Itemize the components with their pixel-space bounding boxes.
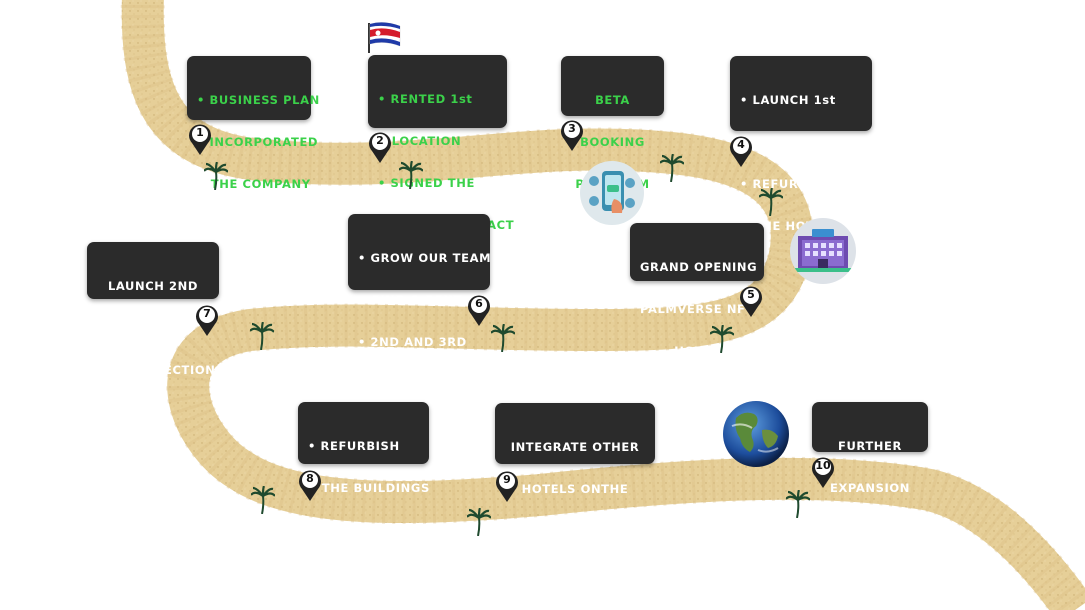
marker-2-number: 2 <box>376 134 384 147</box>
map-pin-icon: 10 <box>810 455 836 488</box>
milestone-5-line-3: HOTEL <box>674 344 720 358</box>
map-pin-icon: 6 <box>466 293 492 326</box>
milestone-6-box: • GROW OUR TEAM FIND & RENT • 2ND AND 3R… <box>348 214 492 391</box>
palm-tree-icon <box>251 486 275 514</box>
milestone-4-line-3: • REFURBISH <box>740 177 832 191</box>
marker-8-number: 8 <box>306 472 314 485</box>
map-pin-icon: 7 <box>194 303 220 336</box>
palm-tree-icon <box>786 490 810 518</box>
marker-5-number: 5 <box>747 288 755 301</box>
milestone-10-line-1: FURTHER <box>838 439 902 453</box>
palm-tree-icon <box>660 154 684 182</box>
milestone-7-line-1: LAUNCH 2ND <box>107 279 199 293</box>
milestone-4-box: • LAUNCH 1st NFT COLLECTION • REFURBISH … <box>730 56 872 233</box>
marker-1-number: 1 <box>196 126 204 139</box>
milestone-7-line-2: AND 3RD <box>121 321 185 335</box>
marker-6-number: 6 <box>475 297 483 310</box>
milestone-8-line-2: THE BUILDINGS <box>308 481 430 495</box>
marker-10-number: 10 <box>815 459 831 472</box>
milestone-3-box: BETA BOOKING PLATFORM <box>561 56 664 191</box>
milestone-10-line-2: EXPANSION <box>830 481 910 495</box>
map-pin-icon: 9 <box>494 469 520 502</box>
milestone-2-line-1: • RENTED 1st <box>378 92 473 106</box>
milestone-1-box: • BUSINESS PLAN • INCORPORATED THE COMPA… <box>187 56 320 191</box>
milestone-1-line-1: • BUSINESS PLAN <box>197 93 320 107</box>
map-pin-icon: 4 <box>728 134 754 167</box>
map-pin-icon: 1 <box>187 122 213 155</box>
marker-9-number: 9 <box>503 473 511 486</box>
milestone-6-line-1: • GROW OUR TEAM <box>358 251 492 265</box>
marker-4-number: 4 <box>737 138 745 151</box>
palm-tree-icon <box>491 324 515 352</box>
milestone-2-line-2: LOCATION <box>378 134 462 148</box>
milestone-2-box: • RENTED 1st LOCATION • SIGNED THE LEASE… <box>368 55 514 232</box>
milestone-8-box: • REFURBISH THE BUILDINGS • IDO <box>298 402 429 537</box>
palm-tree-icon <box>467 508 491 536</box>
milestone-8-line-1: • REFURBISH <box>308 439 400 453</box>
palm-tree-icon <box>399 161 423 189</box>
booking-app-phone-icon <box>580 161 644 225</box>
milestone-8-line-3: • IDO <box>308 523 346 537</box>
milestone-4-line-1: • LAUNCH 1st <box>740 93 836 107</box>
milestone-7-box: LAUNCH 2ND AND 3RD NFT COLLECTIONS <box>87 242 224 377</box>
map-pin-icon: 3 <box>559 118 585 151</box>
palm-tree-icon <box>759 188 783 216</box>
map-pin-icon: 8 <box>297 468 323 501</box>
palm-tree-icon <box>250 322 274 350</box>
milestone-6-line-4: LOCATION <box>358 377 442 391</box>
milestone-10-box: FURTHER EXPANSION <box>812 402 928 495</box>
milestone-6-line-3: • 2ND AND 3RD <box>358 335 467 349</box>
milestone-9-line-1: INTEGRATE OTHER <box>510 440 640 454</box>
marker-3-number: 3 <box>568 122 576 135</box>
palm-tree-icon <box>710 325 734 353</box>
milestone-2-line-3: • SIGNED THE <box>378 176 475 190</box>
palm-tree-icon <box>204 162 228 190</box>
milestone-5-box: GRAND OPENING PALMVERSE NFT HOTEL <box>630 223 764 358</box>
milestone-4-line-2: NFT COLLECTION <box>740 135 873 149</box>
costa-rica-flag-icon <box>368 22 401 53</box>
milestone-5-line-2: PALMVERSE NFT <box>640 302 754 316</box>
milestone-9-box: INTEGRATE OTHER HOTELS ONTHE BOOKING PLA… <box>495 403 655 538</box>
map-pin-icon: 2 <box>367 130 393 163</box>
milestone-1-line-3: THE COMPANY <box>197 177 311 191</box>
hotel-building-icon <box>790 218 856 284</box>
milestone-3-line-2: BOOKING <box>580 135 645 149</box>
earth-globe-icon <box>722 400 790 468</box>
milestone-3-line-1: BETA <box>595 93 630 107</box>
milestone-5-line-1: GRAND OPENING <box>640 260 758 274</box>
marker-7-number: 7 <box>203 307 211 320</box>
map-pin-icon: 5 <box>738 284 764 317</box>
milestone-6-line-2: FIND & RENT <box>358 293 462 307</box>
milestone-9-line-2: HOTELS ONTHE <box>521 482 629 496</box>
milestone-9-line-3: BOOKING PLATFORM <box>505 524 649 538</box>
milestone-7-line-3: NFT COLLECTIONS <box>97 363 225 377</box>
